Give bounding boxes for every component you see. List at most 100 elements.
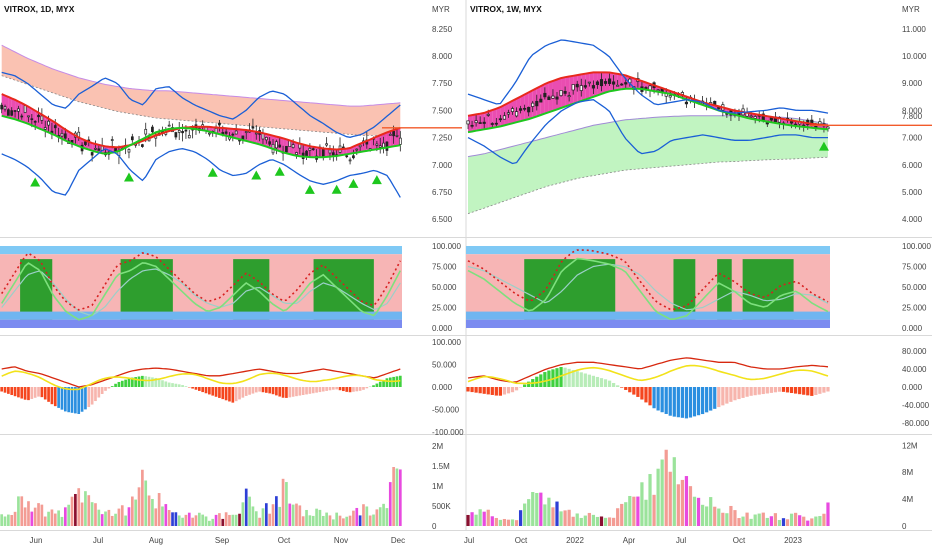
macd-histogram-bar <box>177 384 181 387</box>
volume-bar <box>535 492 539 526</box>
candle <box>275 141 278 149</box>
candle <box>519 108 523 111</box>
macd-histogram-bar <box>587 374 591 387</box>
volume-bar <box>684 476 689 526</box>
volume-bar <box>204 516 208 526</box>
volume-bar <box>757 513 761 526</box>
candle <box>591 85 595 89</box>
volume-bar <box>506 519 511 526</box>
volume-bar <box>680 479 684 526</box>
volume-bar <box>818 516 822 526</box>
macd-histogram-bar <box>563 367 567 387</box>
macd-histogram-bar <box>603 379 608 387</box>
macd-histogram-bar <box>251 387 255 394</box>
right-macd-pane[interactable] <box>466 357 830 419</box>
macd-histogram-bar <box>308 387 312 394</box>
volume-bar <box>531 491 535 526</box>
pane-separators <box>0 0 932 531</box>
price-tick-label: 6.500 <box>432 215 453 224</box>
ema-cloud-segment <box>617 73 622 90</box>
macd-histogram-bar <box>110 386 114 387</box>
volume-bar <box>285 482 288 526</box>
macd-histogram-bar <box>191 387 194 389</box>
volume-bar <box>0 514 4 526</box>
volume-bar <box>559 511 563 526</box>
candle <box>40 115 44 121</box>
volume-bar <box>603 517 608 526</box>
macd-histogram-bar <box>741 387 745 398</box>
macd-histogram-bar <box>224 387 228 401</box>
candle <box>603 81 608 84</box>
left-oscillator-pane[interactable] <box>0 246 402 328</box>
right-currency-label: MYR <box>902 5 920 14</box>
right-oscillator-pane[interactable] <box>466 246 830 328</box>
volume-bar <box>251 506 255 526</box>
volume-bar <box>696 497 701 526</box>
macd-histogram-bar <box>789 387 794 394</box>
volume-bar <box>298 505 302 526</box>
volume-bar <box>372 514 375 526</box>
macd-histogram-bar <box>567 368 571 387</box>
macd-histogram-bar <box>729 387 733 402</box>
ema-cloud-segment <box>309 146 314 158</box>
volume-bar <box>482 511 486 526</box>
macd-histogram-bar <box>37 387 40 397</box>
candle <box>84 141 87 145</box>
volume-bar <box>543 504 547 526</box>
osc-green-zone <box>717 259 732 320</box>
volume-bar <box>50 509 54 526</box>
signal-line <box>467 364 829 385</box>
macd-histogram-bar <box>208 387 211 395</box>
macd-histogram-bar <box>47 387 50 402</box>
macd-histogram-bar <box>311 387 315 394</box>
osc-tick-label: 25.000 <box>902 304 927 313</box>
ema-cloud-segment <box>75 135 79 147</box>
candle <box>127 149 131 153</box>
osc-tick-label: 0.000 <box>432 324 453 333</box>
macd-histogram-bar <box>130 377 134 387</box>
macd-histogram-bar <box>100 387 104 394</box>
candle <box>535 100 539 107</box>
macd-histogram-bar <box>0 387 4 392</box>
candle <box>325 143 328 146</box>
macd-histogram-bar <box>806 387 810 396</box>
volume-bar <box>60 516 64 526</box>
volume-tick-label: 4M <box>902 495 913 504</box>
ema-cloud-segment <box>573 75 578 104</box>
osc-green-zone <box>673 259 696 320</box>
macd-histogram-bar <box>664 387 668 414</box>
ema-cloud-segment <box>512 98 517 124</box>
left-volume-pane[interactable] <box>0 466 402 526</box>
left-macd-pane[interactable] <box>0 366 402 414</box>
volume-bar <box>234 514 238 526</box>
candle <box>506 112 511 115</box>
ema-cloud-segment <box>480 112 485 131</box>
ema-cloud-segment <box>15 99 19 121</box>
candle <box>43 127 47 130</box>
volume-bar <box>254 511 258 526</box>
volume-bar <box>794 512 798 526</box>
right-price-pane[interactable] <box>466 39 932 215</box>
candle <box>502 115 506 120</box>
volume-bar <box>527 499 531 526</box>
macd-histogram-bar <box>60 387 64 410</box>
candle <box>63 133 67 139</box>
right-volume-pane[interactable] <box>466 449 830 526</box>
candle <box>181 130 184 134</box>
volume-bar <box>352 510 355 526</box>
volume-bar <box>648 474 652 526</box>
macd-histogram-bar <box>745 387 749 397</box>
volume-bar <box>486 509 490 526</box>
macd-histogram-bar <box>77 387 81 414</box>
left-price-pane[interactable] <box>0 44 462 198</box>
macd-histogram-bar <box>218 387 221 398</box>
volume-bar <box>335 512 339 526</box>
macd-histogram-bar <box>636 387 640 397</box>
candle <box>278 144 282 148</box>
volume-bar <box>348 515 352 526</box>
ema-cloud-segment <box>360 142 364 152</box>
price-tick-label: 5.000 <box>902 188 923 197</box>
osc-slow-line <box>467 263 829 311</box>
volume-bar <box>616 508 620 526</box>
macd-histogram-bar <box>221 387 225 400</box>
